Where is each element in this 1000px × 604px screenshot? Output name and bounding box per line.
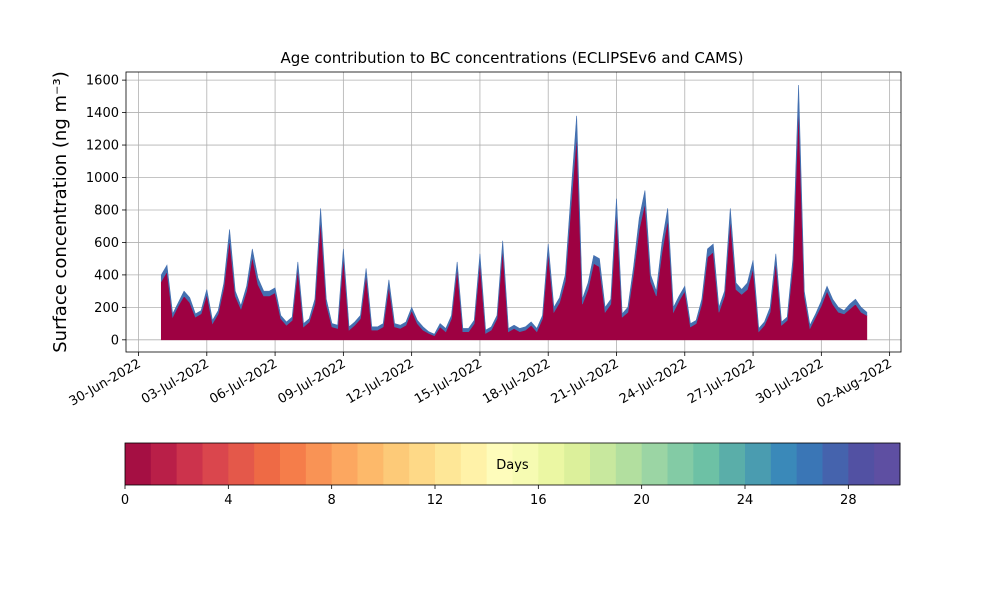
colorbar-segment (357, 443, 384, 485)
colorbar-label: Days (496, 458, 529, 473)
colorbar-segment (796, 443, 823, 485)
colorbar-segment (848, 443, 875, 485)
colorbar-segment (150, 443, 178, 485)
colorbar-frame (124, 442, 901, 486)
colorbar-segment (719, 443, 746, 485)
y-tick-label: 800 (94, 203, 119, 218)
chart-title: Age contribution to BC concentrations (E… (281, 49, 744, 67)
colorbar-tick-label: 20 (633, 493, 650, 508)
colorbar-tick-label: 24 (737, 493, 754, 508)
colorbar-segment (693, 443, 720, 485)
colorbar-segment (564, 443, 591, 485)
colorbar-tick-label: 0 (121, 493, 129, 508)
colorbar-tick-label: 16 (530, 493, 547, 508)
y-tick-label: 0 (111, 333, 119, 348)
colorbar-segment (202, 443, 229, 485)
areas (160, 84, 868, 341)
colorbar-segment (590, 443, 617, 485)
y-tick-label: 1200 (86, 139, 119, 154)
colorbar-segment (176, 443, 203, 485)
colorbar-segment (280, 443, 307, 485)
colorbar-segment (383, 443, 410, 485)
y-tick-label: 1400 (86, 106, 119, 121)
colorbar-segment (254, 443, 281, 485)
colorbar-segment (770, 443, 798, 485)
colorbar-segment (641, 443, 668, 485)
colorbar-segment (409, 443, 436, 485)
y-tick-label: 400 (94, 268, 119, 283)
colorbar-segment (667, 443, 694, 485)
y-tick-label: 1000 (86, 171, 119, 186)
colorbar-segment (460, 443, 488, 485)
colorbar-segment (745, 443, 772, 485)
colorbar-segment (822, 443, 849, 485)
colorbar-segment (305, 443, 333, 485)
colorbar-tick-label: 28 (840, 493, 857, 508)
colorbar-segment (435, 443, 462, 485)
colorbar-segment (874, 443, 901, 485)
y-tick-label: 200 (94, 301, 119, 316)
colorbar-segment (331, 443, 358, 485)
plot-frame (125, 71, 902, 353)
y-axis-label: Surface concentration (ng m⁻³) (50, 71, 71, 353)
y-tick-label: 1600 (86, 74, 119, 89)
colorbar-tick-label: 4 (224, 493, 232, 508)
colorbar-segment (615, 443, 643, 485)
colorbar-segment (486, 443, 513, 485)
colorbar-segment (512, 443, 539, 485)
colorbar: Days 0 4 8 12 16 20 24 28 (121, 442, 901, 508)
colorbar-segment (538, 443, 565, 485)
colorbar-tick-label: 12 (427, 493, 444, 508)
area-layer (160, 84, 868, 337)
y-tick-label: 600 (94, 236, 119, 251)
colorbar-tick-label: 8 (328, 493, 336, 508)
colorbar-segment (125, 443, 152, 485)
colorbar-segment (228, 443, 255, 485)
